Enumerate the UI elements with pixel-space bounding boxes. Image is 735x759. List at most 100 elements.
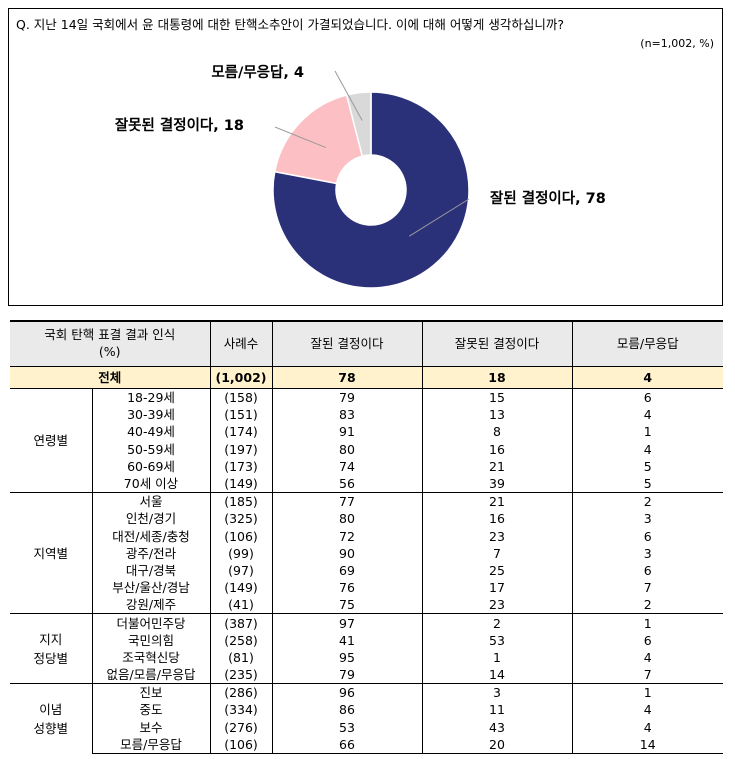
cell-good: 66 <box>271 735 422 754</box>
cell-good: 41 <box>271 631 422 649</box>
table-row: 지지 정당별 더불어민주당 (387) 97 2 1 <box>10 613 723 684</box>
cell-n: (276) <box>209 718 272 736</box>
row-label: 40-49세 <box>91 423 210 441</box>
cell-n: (185) <box>209 492 272 511</box>
cell-unknown: 1 <box>571 613 723 632</box>
cell-n: (99) <box>209 544 272 562</box>
results-table: 국회 탄핵 표결 결과 인식 (%) 사례수 잘된 결정이다 잘못된 결정이다 … <box>10 320 723 754</box>
cell-n: (173) <box>209 457 272 475</box>
table-header-row: 국회 탄핵 표결 결과 인식 (%) 사례수 잘된 결정이다 잘못된 결정이다 … <box>10 320 723 367</box>
row-label: 국민의힘 <box>91 631 210 649</box>
cell-good: 53 <box>271 718 422 736</box>
cell-bad: 1 <box>421 648 572 666</box>
table-row: 30-39세 (151) 83 13 4 <box>10 406 723 424</box>
row-label: 부산/울산/경남 <box>91 579 210 597</box>
cell-bad: 23 <box>421 527 572 545</box>
cell-unknown: 3 <box>571 544 723 562</box>
row-label: 진보 <box>91 683 210 702</box>
table-row: 60-69세 (173) 74 21 5 <box>10 457 723 475</box>
row-label: 중도 <box>91 701 210 719</box>
row-label: 대구/경북 <box>91 561 210 580</box>
total-n: (1,002) <box>209 366 272 389</box>
cell-unknown: 6 <box>571 527 723 545</box>
row-label: 더불어민주당 <box>91 613 210 632</box>
cell-n: (325) <box>209 510 272 528</box>
cell-good: 96 <box>271 683 422 702</box>
cell-good: 79 <box>271 388 422 407</box>
cell-unknown: 14 <box>571 735 723 754</box>
cell-unknown: 4 <box>571 701 723 719</box>
header-unknown: 모름/무응답 <box>571 320 723 367</box>
header-bad: 잘못된 결정이다 <box>421 320 572 367</box>
cell-n: (258) <box>209 631 272 649</box>
slice-unknown <box>345 91 372 158</box>
cell-good: 91 <box>271 423 422 441</box>
row-label: 강원/제주 <box>91 596 210 614</box>
question-text: Q. 지난 14일 국회에서 윤 대통령에 대한 탄핵소추안이 가결되었습니다.… <box>16 17 565 32</box>
total-good: 78 <box>271 366 422 389</box>
cell-n: (151) <box>209 406 272 424</box>
cell-good: 95 <box>271 648 422 666</box>
leader-line <box>408 198 470 237</box>
cell-unknown: 6 <box>571 561 723 580</box>
cell-unknown: 5 <box>571 474 723 493</box>
cell-bad: 13 <box>421 406 572 424</box>
cell-bad: 25 <box>421 561 572 580</box>
cell-n: (106) <box>209 527 272 545</box>
cell-bad: 11 <box>421 701 572 719</box>
cell-unknown: 3 <box>571 510 723 528</box>
cell-n: (235) <box>209 666 272 684</box>
cell-n: (41) <box>209 596 272 614</box>
cell-bad: 2 <box>421 613 572 632</box>
table-row: 70세 이상 (149) 56 39 5 <box>10 474 723 493</box>
cell-good: 86 <box>271 701 422 719</box>
cell-good: 80 <box>271 440 422 458</box>
group-label: 연령별 <box>33 433 68 449</box>
table-row: 지역별 서울 (185) 77 21 2 <box>10 492 723 614</box>
row-label: 조국혁신당 <box>91 648 210 666</box>
cell-unknown: 2 <box>571 596 723 614</box>
cell-unknown: 4 <box>571 440 723 458</box>
cell-n: (174) <box>209 423 272 441</box>
cell-good: 83 <box>271 406 422 424</box>
table-row: 대전/세종/충청 (106) 72 23 6 <box>10 527 723 545</box>
total-bad: 18 <box>421 366 572 389</box>
row-label: 대전/세종/충청 <box>91 527 210 545</box>
slice-label: 모름/무응답, 4 <box>211 63 304 81</box>
cell-unknown: 1 <box>571 683 723 702</box>
table-row: 조국혁신당 (81) 95 1 4 <box>10 648 723 666</box>
row-label: 50-59세 <box>91 440 210 458</box>
slice-bad <box>273 94 364 185</box>
header-category: 국회 탄핵 표결 결과 인식 (%) <box>10 320 210 367</box>
cell-good: 80 <box>271 510 422 528</box>
table-row: 없음/모름/무응답 (235) 79 14 7 <box>10 666 723 684</box>
table-row: 중도 (334) 86 11 4 <box>10 701 723 719</box>
table-row: 50-59세 (197) 80 16 4 <box>10 440 723 458</box>
cell-good: 75 <box>271 596 422 614</box>
cell-bad: 53 <box>421 631 572 649</box>
cell-n: (149) <box>209 579 272 597</box>
group-label: 지역별 <box>10 492 92 614</box>
row-label: 60-69세 <box>91 457 210 475</box>
cell-unknown: 7 <box>571 579 723 597</box>
chart-panel: Q. 지난 14일 국회에서 윤 대통령에 대한 탄핵소추안이 가결되었습니다.… <box>8 8 723 306</box>
cell-good: 69 <box>271 561 422 580</box>
cell-bad: 17 <box>421 579 572 597</box>
row-label: 보수 <box>91 718 210 736</box>
row-label: 모름/무응답 <box>91 735 210 754</box>
table-row: 강원/제주 (41) 75 23 2 <box>10 596 723 614</box>
cell-n: (81) <box>209 648 272 666</box>
cell-unknown: 2 <box>571 492 723 511</box>
row-label: 70세 이상 <box>91 474 210 493</box>
cell-n: (97) <box>209 561 272 580</box>
cell-n: (149) <box>209 474 272 493</box>
group-label: 지지 정당별 <box>10 613 92 684</box>
cell-bad: 16 <box>421 510 572 528</box>
table-row: 모름/무응답 (106) 66 20 14 <box>10 735 723 754</box>
cell-good: 72 <box>271 527 422 545</box>
slice-good <box>272 91 470 289</box>
table-row: 광주/전라 (99) 90 7 3 <box>10 544 723 562</box>
cell-unknown: 4 <box>571 718 723 736</box>
slice-label: 잘된 결정이다, 78 <box>490 189 606 207</box>
cell-bad: 3 <box>421 683 572 702</box>
